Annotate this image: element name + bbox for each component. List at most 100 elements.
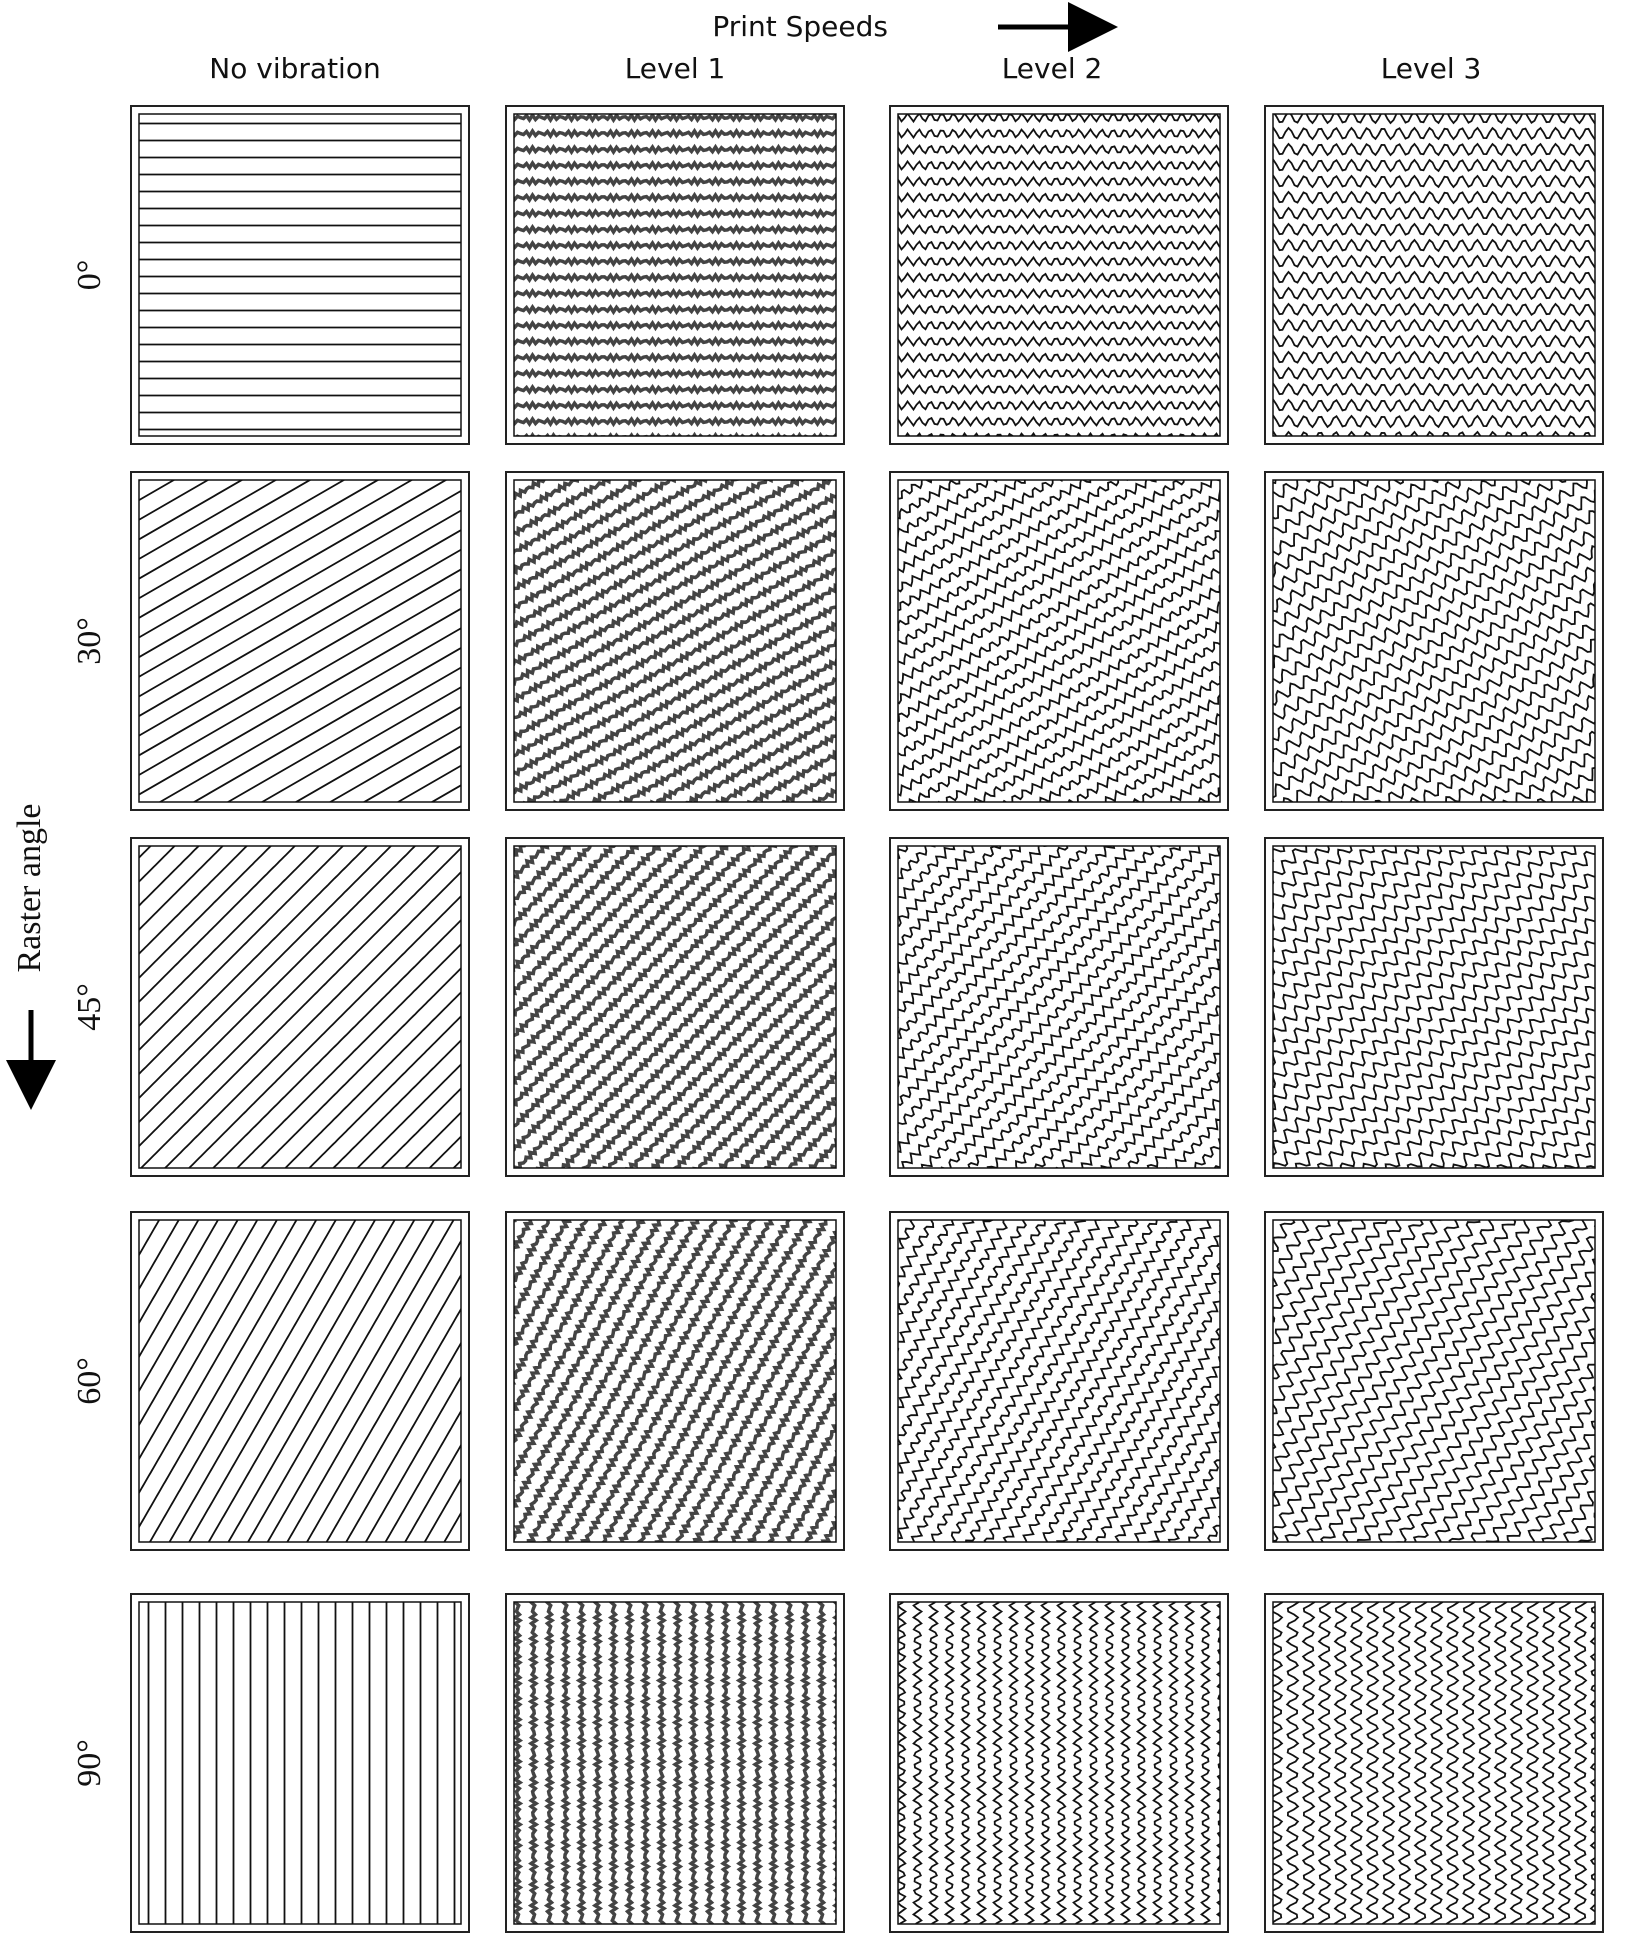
raster-pattern [139,846,461,1168]
raster-line [898,846,909,860]
raster-line [1273,846,1353,931]
raster-line [589,658,836,802]
raster-line [639,1602,652,1924]
raster-line [898,480,998,540]
raster-line [1119,1602,1132,1924]
raster-line [1412,1224,1595,1542]
raster-line [139,1220,278,1461]
raster-line [1273,846,1308,886]
raster-line [991,1602,1004,1924]
raster-line [1199,1602,1212,1924]
raster-line [1007,1602,1020,1924]
raster-line [692,1027,836,1168]
raster-line [1273,142,1595,157]
raster-line [1273,1220,1445,1507]
raster-line [1525,1602,1540,1924]
inner-border [1272,1219,1596,1543]
raster-line [139,568,461,757]
raster-line [1273,846,1420,999]
raster-line [1273,846,1532,1111]
raster-line [898,846,1161,1107]
raster-line [514,846,755,1086]
raster-line [751,1602,764,1924]
raster-line [514,567,836,758]
raster-line [898,601,1220,797]
raster-line [1100,1052,1220,1168]
raster-line [308,1015,461,1168]
raster-line [1213,1165,1220,1168]
raster-line [898,846,1116,1059]
raster-line [158,627,461,802]
inner-border [138,113,462,437]
raster-line [514,492,836,687]
raster-line [920,864,1220,1168]
raster-pattern [1239,1510,1595,1945]
raster-line [1340,659,1595,802]
raster-line [139,480,414,639]
inner-border [513,479,837,803]
raster-line [806,450,1313,458]
raster-line [1317,1602,1332,1924]
raster-line [227,1220,416,1542]
raster-line [898,846,1002,946]
raster-line [1493,1602,1508,1924]
raster-line [1239,1510,1250,1945]
inner-border [138,479,462,803]
raster-line [1434,1258,1595,1542]
raster-line [806,98,1313,106]
raster-line [260,686,461,802]
raster-line [139,846,200,907]
raster-line [139,846,273,980]
raster-line [1034,978,1220,1168]
raster-line [964,1220,1158,1542]
raster-line [514,480,681,576]
raster-line [362,745,461,802]
inner-border [1272,479,1596,803]
raster-line [1365,1602,1380,1924]
raster-line [1273,480,1473,592]
row-axis-title: Raster angle [11,804,48,973]
raster-line [553,638,836,802]
raster-line [139,480,448,659]
raster-line [898,530,1220,723]
raster-line [514,207,836,220]
raster-line [1349,1602,1364,1924]
raster-line [514,175,836,188]
raster-line [898,846,1022,974]
raster-line [898,287,1220,300]
raster-line [898,114,1220,124]
raster-line [1429,1007,1595,1168]
raster-line [514,1220,610,1385]
raster-line [1273,382,1595,397]
raster-line [898,1602,908,1924]
raster-line [1167,1602,1180,1924]
raster-line [139,1220,318,1529]
raster-line [650,696,836,802]
raster-line [1406,986,1595,1168]
raster-line [1273,206,1595,221]
raster-line [284,991,461,1168]
raster-line [192,646,461,802]
raster-line [514,271,836,284]
raster-line [527,1602,540,1924]
raster-line [514,1220,684,1508]
row-label: 30° [71,617,108,665]
raster-line [139,1220,200,1325]
raster-line [671,1602,684,1924]
row-label: 45° [71,983,108,1031]
raster-line [404,1443,461,1542]
raster-line [675,1257,836,1542]
column-label: Level 3 [1381,52,1482,85]
raster-line [1273,398,1595,413]
inner-border [897,845,1221,1169]
row-label: 60° [71,1357,108,1405]
raster-pattern [147,1602,456,1924]
raster-line [139,846,152,859]
raster-line [898,255,1220,268]
raster-pattern [514,480,836,802]
raster-line [514,114,836,124]
inner-border [513,113,837,437]
raster-line [740,1071,836,1168]
raster-line [600,1220,793,1542]
raster-line [1303,1220,1495,1542]
